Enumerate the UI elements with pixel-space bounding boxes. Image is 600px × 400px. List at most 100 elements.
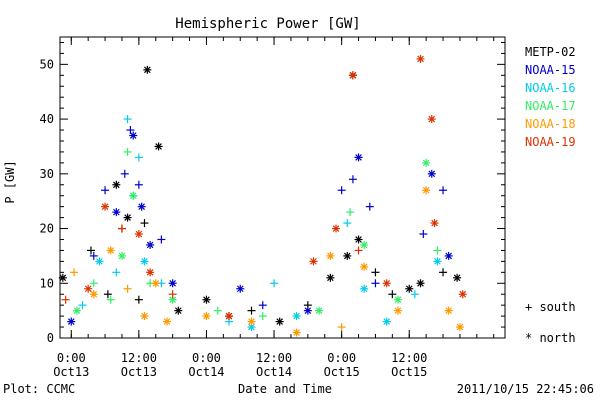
data-point-north xyxy=(112,180,121,189)
data-point-north xyxy=(67,317,76,326)
data-point-north xyxy=(168,279,177,288)
x-axis: 0:00Oct1312:00Oct130:00Oct1412:00Oct140:… xyxy=(53,37,495,379)
data-point-south xyxy=(419,230,428,239)
data-point-north xyxy=(146,240,155,249)
data-point-north xyxy=(430,219,439,228)
data-point-north xyxy=(84,284,93,293)
data-point-south xyxy=(439,268,448,277)
data-point-north xyxy=(309,257,318,266)
data-point-north xyxy=(146,268,155,277)
data-point-north xyxy=(101,202,110,211)
data-point-north xyxy=(247,317,256,326)
data-point-south xyxy=(106,295,115,304)
x-tick-sublabel: Oct13 xyxy=(53,365,89,379)
y-axis: 0 10 20 30 40 50 xyxy=(40,41,505,345)
series-noaa-15 xyxy=(67,126,453,326)
data-point-south xyxy=(337,186,346,195)
data-point-south xyxy=(410,290,419,299)
data-point-north xyxy=(416,54,425,63)
chart-title: Hemispheric Power [GW] xyxy=(175,16,360,32)
data-point-north xyxy=(236,284,245,293)
plot-credit: Plot: CCMC xyxy=(3,382,75,396)
data-point-north xyxy=(247,323,256,332)
legend-marker-plus: + south xyxy=(525,300,576,314)
data-point-north xyxy=(453,273,462,282)
data-point-south xyxy=(112,268,121,277)
x-tick-sublabel: Oct15 xyxy=(391,365,427,379)
x-tick-label: 12:00 xyxy=(391,351,427,365)
data-point-north xyxy=(292,312,301,321)
data-point-south xyxy=(117,224,126,233)
data-point-north xyxy=(292,328,301,337)
data-point-south xyxy=(439,186,448,195)
data-point-north xyxy=(354,153,363,162)
data-point-north xyxy=(393,306,402,315)
data-point-south xyxy=(270,279,279,288)
data-point-north xyxy=(405,284,414,293)
y-tick-label: 40 xyxy=(40,112,54,126)
data-point-north xyxy=(382,279,391,288)
legend-marker-star: * north xyxy=(525,331,576,345)
data-point-north xyxy=(58,273,67,282)
data-point-north xyxy=(154,142,163,151)
legend-entry: NOAA-19 xyxy=(525,135,576,149)
data-point-north xyxy=(106,246,115,255)
data-point-north xyxy=(224,312,233,321)
data-point-north xyxy=(422,186,431,195)
data-point-north xyxy=(422,158,431,167)
data-point-north xyxy=(112,208,121,217)
legend-entry: METP-02 xyxy=(525,45,576,59)
x-tick-label: 12:00 xyxy=(256,351,292,365)
data-point-north xyxy=(303,306,312,315)
data-point-south xyxy=(134,153,143,162)
y-tick-label: 50 xyxy=(40,57,54,71)
data-point-north xyxy=(360,240,369,249)
data-point-north xyxy=(427,115,436,124)
data-point-north xyxy=(444,251,453,260)
data-point-south xyxy=(348,175,357,184)
data-point-north xyxy=(202,312,211,321)
y-axis-label: P [GW] xyxy=(3,160,17,203)
data-point-south xyxy=(371,268,380,277)
series-noaa-19 xyxy=(61,54,467,321)
data-point-south xyxy=(78,301,87,310)
data-point-north xyxy=(444,306,453,315)
data-point-south xyxy=(365,202,374,211)
legend-entry: NOAA-16 xyxy=(525,81,576,95)
plot-timestamp: 2011/10/15 22:45:06 xyxy=(457,382,594,396)
data-point-north xyxy=(151,279,160,288)
x-tick-label: 0:00 xyxy=(192,351,221,365)
data-point-south xyxy=(433,246,442,255)
x-tick-label: 12:00 xyxy=(121,351,157,365)
data-point-north xyxy=(129,131,138,140)
data-point-north xyxy=(458,290,467,299)
series-noaa-16 xyxy=(78,115,442,332)
x-tick-label: 0:00 xyxy=(327,351,356,365)
data-point-north xyxy=(168,295,177,304)
data-point-south xyxy=(343,219,352,228)
data-point-south xyxy=(371,279,380,288)
data-point-north xyxy=(360,262,369,271)
data-point-north xyxy=(117,251,126,260)
x-tick-label: 0:00 xyxy=(57,351,86,365)
data-point-south xyxy=(134,180,143,189)
legend-entry: NOAA-15 xyxy=(525,63,576,77)
data-point-north xyxy=(455,323,464,332)
data-point-south xyxy=(89,279,98,288)
data-point-south xyxy=(103,290,112,299)
data-point-south xyxy=(388,290,397,299)
y-tick-label: 10 xyxy=(40,276,54,290)
data-point-south xyxy=(120,169,129,178)
data-point-south xyxy=(123,115,132,124)
plot-frame xyxy=(59,36,506,339)
data-point-north xyxy=(143,65,152,74)
x-axis-label: Date and Time xyxy=(238,382,332,396)
series-noaa-18 xyxy=(70,186,464,337)
data-point-north xyxy=(163,317,172,326)
data-point-north xyxy=(326,273,335,282)
data-point-north xyxy=(348,71,357,80)
x-tick-sublabel: Oct14 xyxy=(256,365,292,379)
data-point-north xyxy=(393,295,402,304)
data-point-south xyxy=(258,301,267,310)
